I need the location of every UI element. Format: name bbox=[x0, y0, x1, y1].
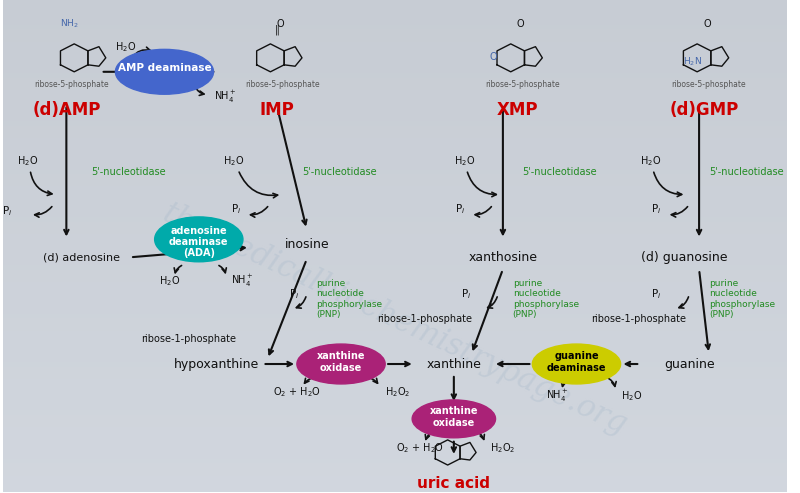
Text: ribose-1-phosphate: ribose-1-phosphate bbox=[377, 314, 472, 324]
Text: XMP: XMP bbox=[497, 101, 538, 119]
Text: H$_2$N: H$_2$N bbox=[682, 56, 702, 69]
Text: NH$_4^+$: NH$_4^+$ bbox=[214, 89, 236, 105]
Text: NH$_2$: NH$_2$ bbox=[60, 18, 78, 31]
Text: P$_i$: P$_i$ bbox=[461, 287, 471, 301]
Text: themedicalbiochemistrypage.org: themedicalbiochemistrypage.org bbox=[158, 198, 632, 441]
Text: H$_2$O: H$_2$O bbox=[621, 389, 642, 403]
Text: purine
nucleotide
phosphorylase
(PNP): purine nucleotide phosphorylase (PNP) bbox=[709, 279, 775, 319]
Text: inosine: inosine bbox=[284, 238, 329, 251]
Text: xanthosine: xanthosine bbox=[468, 251, 538, 264]
Text: H$_2$O: H$_2$O bbox=[223, 154, 245, 168]
Text: P$_i$: P$_i$ bbox=[2, 205, 13, 218]
Text: xanthine: xanthine bbox=[317, 351, 366, 361]
Ellipse shape bbox=[412, 400, 495, 438]
Text: adenosine: adenosine bbox=[170, 226, 227, 236]
Text: ribose-5-phosphate: ribose-5-phosphate bbox=[671, 80, 746, 89]
Text: P$_i$: P$_i$ bbox=[651, 203, 662, 216]
Text: P$_i$: P$_i$ bbox=[289, 287, 299, 301]
Text: 5'-nucleotidase: 5'-nucleotidase bbox=[302, 167, 377, 176]
Text: H$_2$O: H$_2$O bbox=[158, 274, 180, 288]
Text: O$_2$ + H$_2$O: O$_2$ + H$_2$O bbox=[395, 441, 443, 455]
Text: uric acid: uric acid bbox=[418, 476, 490, 491]
Ellipse shape bbox=[532, 344, 621, 384]
Text: H$_2$O$_2$: H$_2$O$_2$ bbox=[385, 385, 410, 399]
Text: purine
nucleotide
phosphorylase
(PNP): purine nucleotide phosphorylase (PNP) bbox=[317, 279, 382, 319]
Text: O$_2$ + H$_2$O: O$_2$ + H$_2$O bbox=[273, 385, 321, 399]
Text: NH$_4^+$: NH$_4^+$ bbox=[546, 388, 568, 404]
Text: (ADA): (ADA) bbox=[182, 248, 214, 258]
Text: P$_i$: P$_i$ bbox=[651, 287, 662, 301]
Text: ribose-1-phosphate: ribose-1-phosphate bbox=[142, 334, 237, 344]
Text: H$_2$O: H$_2$O bbox=[454, 154, 475, 168]
Text: O: O bbox=[517, 19, 524, 29]
Text: oxidase: oxidase bbox=[320, 363, 362, 373]
Text: (d) adenosine: (d) adenosine bbox=[42, 252, 119, 262]
Text: oxidase: oxidase bbox=[433, 418, 475, 428]
Text: (d)GMP: (d)GMP bbox=[670, 101, 738, 119]
Text: xanthine: xanthine bbox=[426, 357, 482, 371]
Text: O: O bbox=[703, 19, 710, 29]
Text: H$_2$O: H$_2$O bbox=[18, 154, 38, 168]
Text: ribose-5-phosphate: ribose-5-phosphate bbox=[34, 80, 109, 89]
Text: deaminase: deaminase bbox=[546, 363, 606, 373]
Text: P$_i$: P$_i$ bbox=[455, 203, 466, 216]
Text: ‖: ‖ bbox=[275, 25, 280, 35]
Text: NH$_4^+$: NH$_4^+$ bbox=[231, 273, 254, 289]
Text: guanine: guanine bbox=[554, 351, 598, 361]
Text: AMP deaminase: AMP deaminase bbox=[118, 63, 211, 73]
Text: H$_2$O$_2$: H$_2$O$_2$ bbox=[490, 441, 515, 455]
Text: deaminase: deaminase bbox=[169, 237, 229, 247]
Text: 5'-nucleotidase: 5'-nucleotidase bbox=[91, 167, 166, 176]
Text: ribose-5-phosphate: ribose-5-phosphate bbox=[245, 80, 319, 89]
Text: ribose-5-phosphate: ribose-5-phosphate bbox=[485, 80, 560, 89]
Text: H$_2$O: H$_2$O bbox=[114, 40, 136, 54]
Ellipse shape bbox=[154, 217, 243, 262]
Text: hypoxanthine: hypoxanthine bbox=[174, 357, 259, 371]
Text: 5'-nucleotidase: 5'-nucleotidase bbox=[709, 167, 783, 176]
Text: O: O bbox=[276, 19, 284, 29]
Text: guanine: guanine bbox=[664, 357, 714, 371]
Text: (d) guanosine: (d) guanosine bbox=[641, 251, 728, 264]
Text: IMP: IMP bbox=[260, 101, 294, 119]
Text: ribose-1-phosphate: ribose-1-phosphate bbox=[590, 314, 686, 324]
Text: 5'-nucleotidase: 5'-nucleotidase bbox=[522, 167, 597, 176]
Text: (d)AMP: (d)AMP bbox=[32, 101, 101, 119]
Text: xanthine: xanthine bbox=[430, 406, 478, 416]
Text: purine
nucleotide
phosphorylase
(PNP): purine nucleotide phosphorylase (PNP) bbox=[513, 279, 579, 319]
Text: H$_2$O: H$_2$O bbox=[640, 154, 662, 168]
Ellipse shape bbox=[297, 344, 385, 384]
Ellipse shape bbox=[115, 49, 214, 94]
Text: O: O bbox=[490, 52, 497, 62]
Text: P$_i$: P$_i$ bbox=[230, 203, 241, 216]
